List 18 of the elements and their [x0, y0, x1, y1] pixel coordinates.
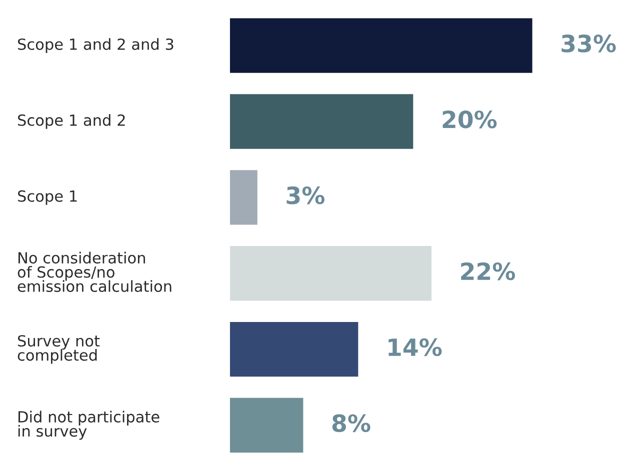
y-tick-label: Scope 1 and 2 — [18, 114, 125, 129]
bar — [230, 18, 532, 73]
bar — [230, 398, 304, 453]
y-tick-label: Did not participate in survey — [18, 410, 160, 440]
y-tick-label: No consideration of Scopes/no emission calculation — [18, 252, 172, 292]
bar — [230, 94, 414, 149]
y-tick-label: Scope 1 and 2 and 3 — [18, 38, 174, 53]
data-label: 22% — [461, 262, 516, 280]
bar — [230, 246, 432, 301]
data-label: 3% — [286, 186, 324, 204]
bar — [230, 170, 258, 225]
data-label: 33% — [562, 34, 616, 52]
y-tick-label: Survey not completed — [18, 335, 100, 364]
bar — [230, 322, 358, 377]
y-tick-label: Scope 1 — [18, 190, 77, 205]
data-label: 20% — [442, 110, 497, 128]
data-label: 8% — [332, 414, 370, 432]
data-label: 14% — [388, 338, 442, 356]
